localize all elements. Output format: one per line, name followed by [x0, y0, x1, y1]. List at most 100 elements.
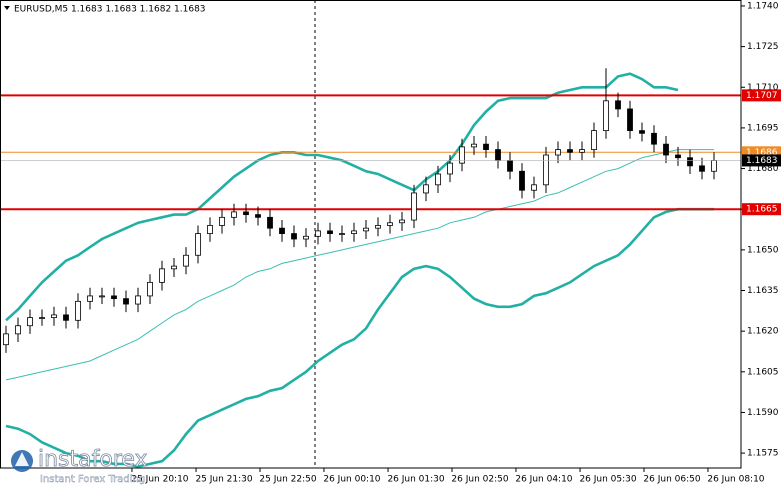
candle-body [675, 154, 681, 159]
y-tick-label: 1.1590 [747, 408, 779, 418]
menu-triangle [4, 6, 10, 10]
candle-body [339, 233, 345, 235]
candle-body [411, 192, 417, 221]
candle-body [387, 222, 393, 226]
candle-body [399, 219, 405, 224]
candle-body [495, 149, 501, 161]
logo-glyph [15, 452, 29, 466]
y-tick-label: 1.1635 [747, 286, 779, 296]
candle-body [267, 216, 273, 229]
candle-body [27, 317, 33, 327]
candle-body [87, 295, 93, 302]
y-tick-label: 1.1605 [747, 367, 779, 377]
x-tick-label: 26 Jun 05:30 [579, 475, 636, 485]
y-tick-label: 1.1620 [747, 327, 779, 337]
candle-body [135, 295, 141, 305]
candle-body [123, 298, 129, 305]
candle-body [591, 130, 597, 150]
candle-body [375, 225, 381, 229]
candle-body [507, 160, 513, 172]
candle-body [471, 143, 477, 148]
indicator-line [5, 207, 714, 468]
x-tick-label: 25 Jun 21:30 [195, 475, 252, 485]
candle-body [435, 173, 441, 186]
candle-body [39, 317, 45, 320]
y-tick-label: 1.1695 [747, 123, 779, 133]
plot-frame [0, 0, 742, 469]
candle-body [663, 143, 669, 156]
candle-body [447, 162, 453, 175]
watermark-brand: instaforex [38, 447, 148, 472]
level-label: 1.1686 [746, 148, 778, 158]
candle-body [363, 227, 369, 232]
candle-body [99, 295, 105, 298]
y-tick-label: 1.1650 [747, 245, 779, 255]
x-tick-label: 26 Jun 08:10 [707, 475, 764, 485]
candle-body [3, 333, 9, 346]
level-label-box [742, 203, 781, 216]
candle-body [63, 314, 69, 321]
level-label: 1.1707 [746, 91, 778, 101]
candle-body [291, 233, 297, 240]
candle-body [111, 295, 117, 300]
candle-body [231, 211, 237, 218]
candle-body [423, 184, 429, 194]
current-price-label: 1.1683 [746, 156, 778, 166]
candle-body [15, 325, 21, 335]
x-tick-label: 26 Jun 06:50 [643, 475, 700, 485]
plot-area [0, 0, 741, 468]
x-tick-label: 26 Jun 00:10 [323, 475, 380, 485]
candle-body [147, 281, 153, 297]
candle-body [687, 157, 693, 167]
candle-body [543, 154, 549, 186]
candle-body [579, 149, 585, 153]
candle-body [639, 130, 645, 134]
candle-body [483, 143, 489, 150]
watermark-slogan: Instant Forex Trading [40, 474, 145, 485]
candle-body [195, 233, 201, 256]
y-tick-label: 1.1725 [747, 42, 779, 52]
indicator-line [5, 149, 714, 381]
current-price-box [742, 154, 781, 167]
x-tick-label: 26 Jun 01:30 [387, 475, 444, 485]
candle-body [531, 184, 537, 191]
candle-body [603, 100, 609, 132]
candle-body [219, 216, 225, 226]
candle-body [171, 265, 177, 270]
x-tick-label: 26 Jun 02:50 [451, 475, 508, 485]
watermark: instaforex Instant Forex Trading [11, 447, 148, 485]
candle-body [279, 227, 285, 234]
y-tick-label: 1.1575 [747, 449, 779, 459]
x-tick-label: 26 Jun 04:10 [515, 475, 572, 485]
candle-body [351, 230, 357, 234]
x-tick-label: 25 Jun 20:10 [131, 475, 188, 485]
candle-body [615, 100, 621, 110]
x-tick-label: 25 Jun 22:50 [259, 475, 316, 485]
candle-body [315, 230, 321, 237]
candle-body [627, 108, 633, 132]
candle-body [327, 230, 333, 234]
candle-body [459, 146, 465, 164]
candle-body [207, 225, 213, 234]
level-label: 1.1665 [746, 205, 778, 215]
candle-body [567, 149, 573, 153]
candle-body [651, 132, 657, 145]
y-tick-label: 1.1740 [747, 1, 779, 11]
candle-body [519, 170, 525, 191]
y-tick-label: 1.1680 [747, 164, 779, 174]
candle-body [255, 214, 261, 218]
candle-body [711, 160, 717, 172]
candle-body [159, 268, 165, 283]
candle-body [183, 254, 189, 267]
candle-body [555, 149, 561, 156]
candle-body [75, 300, 81, 321]
candle-body [699, 165, 705, 172]
level-label-box [742, 89, 781, 102]
y-tick-label: 1.1710 [747, 83, 779, 93]
candle-body [303, 235, 309, 240]
candle-body [51, 314, 57, 319]
candle-body [243, 211, 249, 216]
chart-title: EURUSD,M5 1.1683 1.1683 1.1682 1.1683 [14, 5, 206, 15]
